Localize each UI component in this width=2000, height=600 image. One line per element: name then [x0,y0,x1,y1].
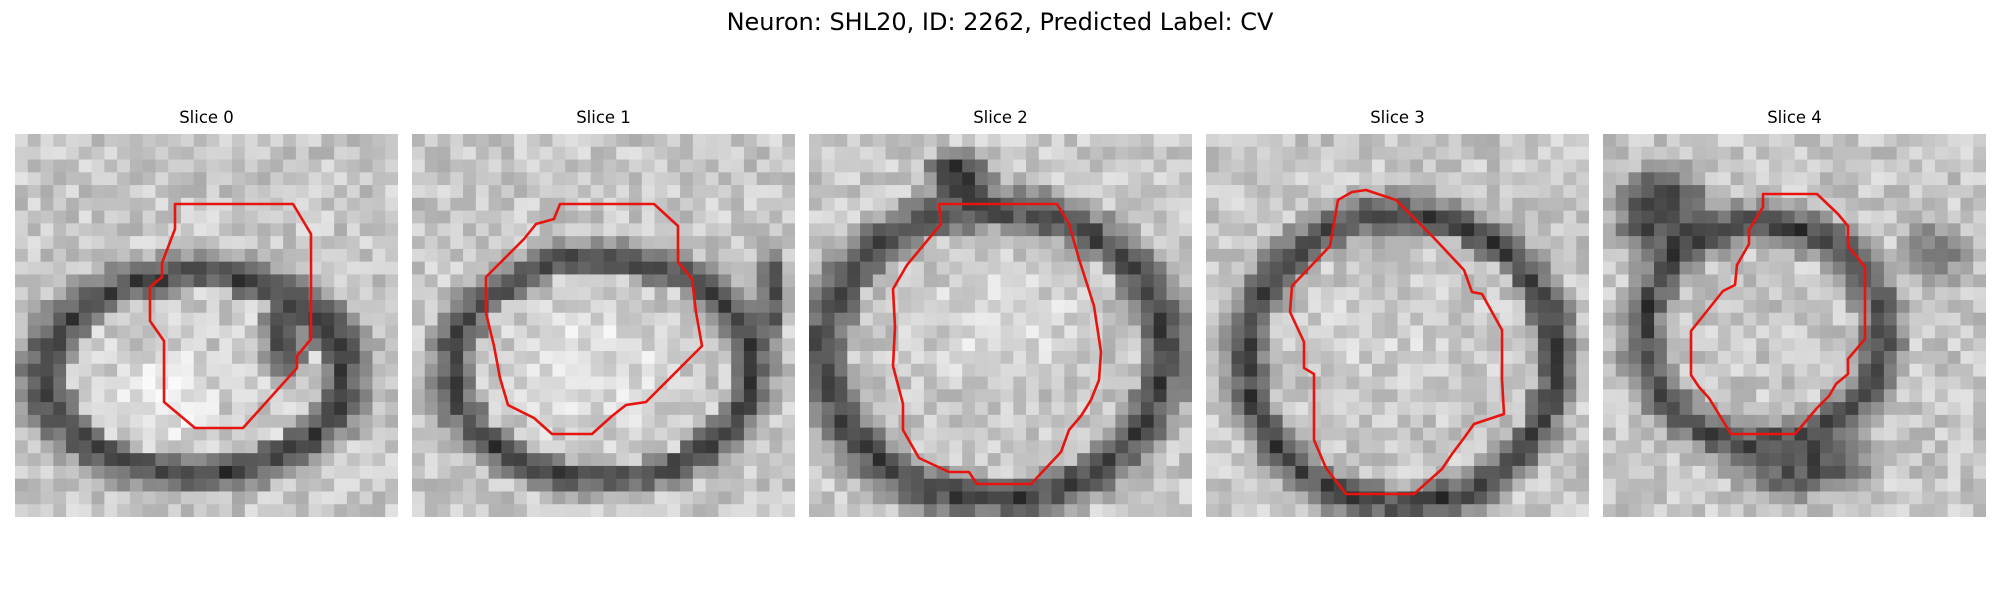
segmentation-outline [891,202,1103,486]
slice-image-3 [1206,134,1589,517]
segmentation-outline [1288,188,1506,496]
slice-image-4 [1603,134,1986,517]
slice-panel-3: Slice 3 [1206,108,1589,533]
segmentation-outline [148,202,313,430]
slice-image-2 [809,134,1192,517]
figure-title: Neuron: SHL20, ID: 2262, Predicted Label… [726,8,1274,36]
slice-image-0 [15,134,398,517]
slice-title: Slice 3 [1370,108,1425,127]
slice-title: Slice 4 [1767,108,1822,127]
slice-panel-2: Slice 2 [809,108,1192,533]
segmentation-outline [1689,192,1867,436]
slice-panel-0: Slice 0 [15,108,398,533]
slice-title: Slice 1 [576,108,631,127]
slice-panel-4: Slice 4 [1603,108,1986,533]
slice-title: Slice 0 [179,108,234,127]
grayscale-pixel-grid [412,134,795,517]
slice-image-1 [412,134,795,517]
slice-panel-1: Slice 1 [412,108,795,533]
grayscale-pixel-grid [1603,134,1986,517]
grayscale-pixel-grid [809,134,1192,517]
grayscale-pixel-grid [1206,134,1589,517]
slice-title: Slice 2 [973,108,1028,127]
segmentation-outline [484,202,704,436]
grayscale-pixel-grid [15,134,398,517]
